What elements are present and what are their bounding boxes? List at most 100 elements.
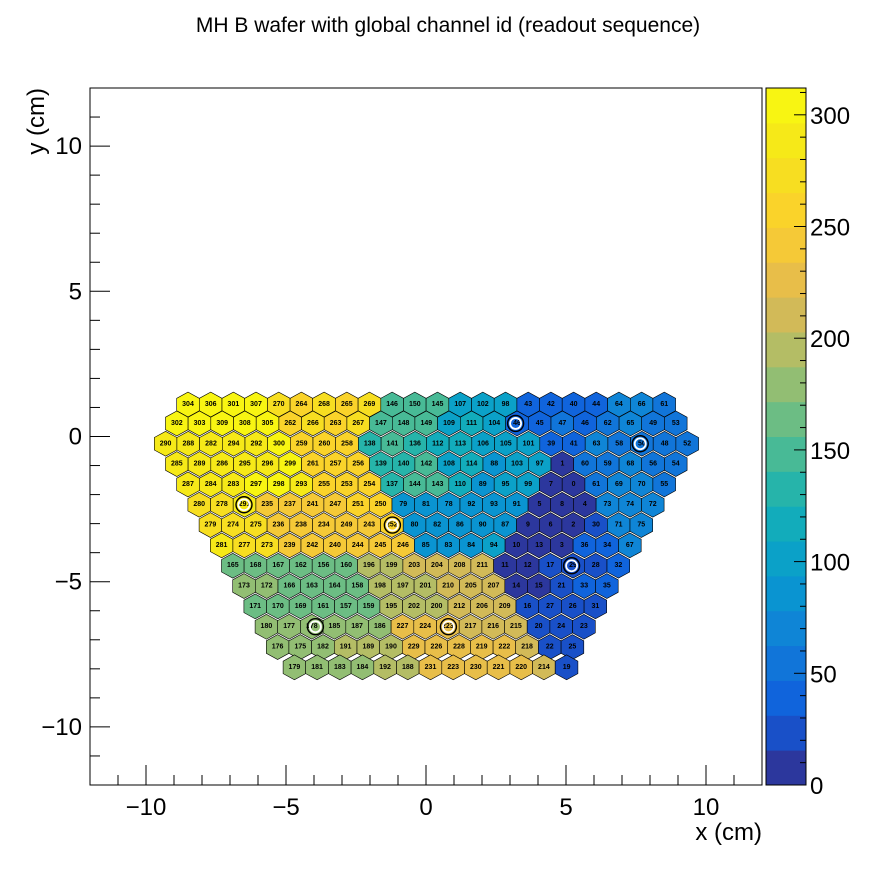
colorbar-band (766, 541, 806, 577)
cell-label: 8 (560, 501, 564, 508)
cell-label: 179 (289, 664, 301, 671)
cell-label: 181 (311, 664, 323, 671)
colorbar-band (766, 645, 806, 681)
cell-label: 53 (672, 420, 680, 427)
calibration-cell-ring-inner (633, 437, 647, 451)
cell-label: 142 (420, 461, 432, 468)
cell-label: 5 (537, 501, 541, 508)
cell-label: 10 (513, 542, 521, 549)
cell-label: 86 (456, 522, 464, 529)
calibration-cell-ring-inner (385, 518, 399, 532)
cell-label: 207 (488, 583, 500, 590)
cell-label: 45 (536, 420, 544, 427)
cell-label: 58 (615, 440, 623, 447)
colorbar-band (766, 366, 806, 403)
cell-label: 240 (329, 542, 341, 549)
cell-label: 148 (398, 420, 410, 427)
cell-label: 150 (409, 401, 421, 408)
cell-label: 62 (604, 420, 612, 427)
colorbar-tick-label: 150 (810, 438, 850, 465)
cell-label: 55 (660, 481, 668, 488)
cell-label: 247 (329, 501, 341, 508)
cell-label: 104 (488, 420, 500, 427)
cell-label: 198 (374, 583, 386, 590)
cell-label: 15 (535, 583, 543, 590)
calibration-cell-ring (439, 618, 458, 636)
cell-label: 41 (570, 440, 578, 447)
cell-label: 241 (307, 501, 319, 508)
cell-label: 184 (357, 664, 369, 671)
cell-label: 3 (560, 542, 564, 549)
cell-label: 39 (547, 440, 555, 447)
wafer-cell (583, 593, 608, 620)
cell-label: 206 (476, 603, 488, 610)
cell-label: 82 (433, 522, 441, 529)
cell-label: 265 (341, 401, 353, 408)
cell-label: 81 (422, 501, 430, 508)
cell-label: 263 (330, 420, 342, 427)
cell-label: 211 (477, 562, 488, 569)
cell-label: 183 (334, 664, 346, 671)
cell-label: 220 (515, 664, 527, 671)
cell-label: 90 (479, 522, 487, 529)
chart-title: MH B wafer with global channel id (reado… (195, 14, 701, 37)
cell-label: 223 (447, 664, 459, 671)
cell-label: 229 (408, 644, 420, 651)
cell-label: 187 (351, 623, 363, 630)
cell-label: 217 (465, 623, 477, 630)
calibration-cell-ring-inner (565, 559, 578, 573)
cell-label: 189 (362, 644, 374, 651)
cell-label: 71 (615, 522, 623, 529)
cell-label: 21 (558, 583, 566, 590)
colorbar-band (766, 297, 806, 333)
colorbar: 0 50 100 150 200 250 300 (765, 87, 850, 800)
cell-label: 228 (453, 644, 465, 651)
cell-label: 251 (352, 501, 364, 508)
colorbar-band (766, 88, 806, 124)
cell-label: 19 (563, 664, 571, 671)
cell-label: 33 (580, 583, 588, 590)
cell-label: 35 (603, 583, 611, 590)
cell-label: 245 (375, 542, 387, 549)
cell-label: 256 (352, 461, 364, 468)
cell-label: 171 (249, 603, 261, 610)
cell-label: 227 (397, 623, 409, 630)
y-axis-title: y (cm) (23, 88, 50, 155)
cell-label: 99 (524, 481, 532, 488)
cell-label: 212 (453, 603, 465, 610)
cell-label: 185 (329, 623, 341, 630)
cell-label: 102 (477, 401, 489, 408)
cell-label: 63 (593, 440, 601, 447)
cell-label: 304 (182, 401, 194, 408)
colorbar-band (766, 122, 806, 159)
cell-label: 195 (385, 603, 397, 610)
cell-label: 147 (375, 420, 387, 427)
cell-label: 305 (262, 420, 274, 427)
cell-label: 282 (205, 440, 217, 447)
cell-label: 300 (273, 440, 285, 447)
cell-label: 202 (408, 603, 420, 610)
cell-label: 42 (547, 401, 555, 408)
cell-label: 186 (374, 623, 386, 630)
cell-label: 87 (501, 522, 509, 529)
cell-label: 1 (560, 461, 564, 468)
colorbar-tick-label: 50 (810, 661, 837, 688)
cell-label: 242 (306, 542, 318, 549)
cell-label: 136 (409, 440, 421, 447)
x-tick-label: 10 (693, 794, 720, 821)
cell-label: 170 (272, 603, 284, 610)
cell-label: 30 (592, 522, 600, 529)
cell-label: 141 (387, 440, 399, 447)
cell-label: 50 (638, 440, 646, 447)
cell-label: 143 (432, 481, 444, 488)
cell-label: 34 (603, 542, 611, 549)
cell-label: 101 (523, 440, 535, 447)
cell-label: 203 (408, 562, 420, 569)
wafer-cell (664, 410, 688, 437)
cell-label: 68 (627, 461, 635, 468)
cell-label: 239 (284, 542, 296, 549)
calibration-cell-ring (631, 435, 649, 453)
cell-label: 113 (455, 440, 466, 447)
cell-label: 287 (182, 481, 194, 488)
cell-label: 22 (546, 644, 554, 651)
